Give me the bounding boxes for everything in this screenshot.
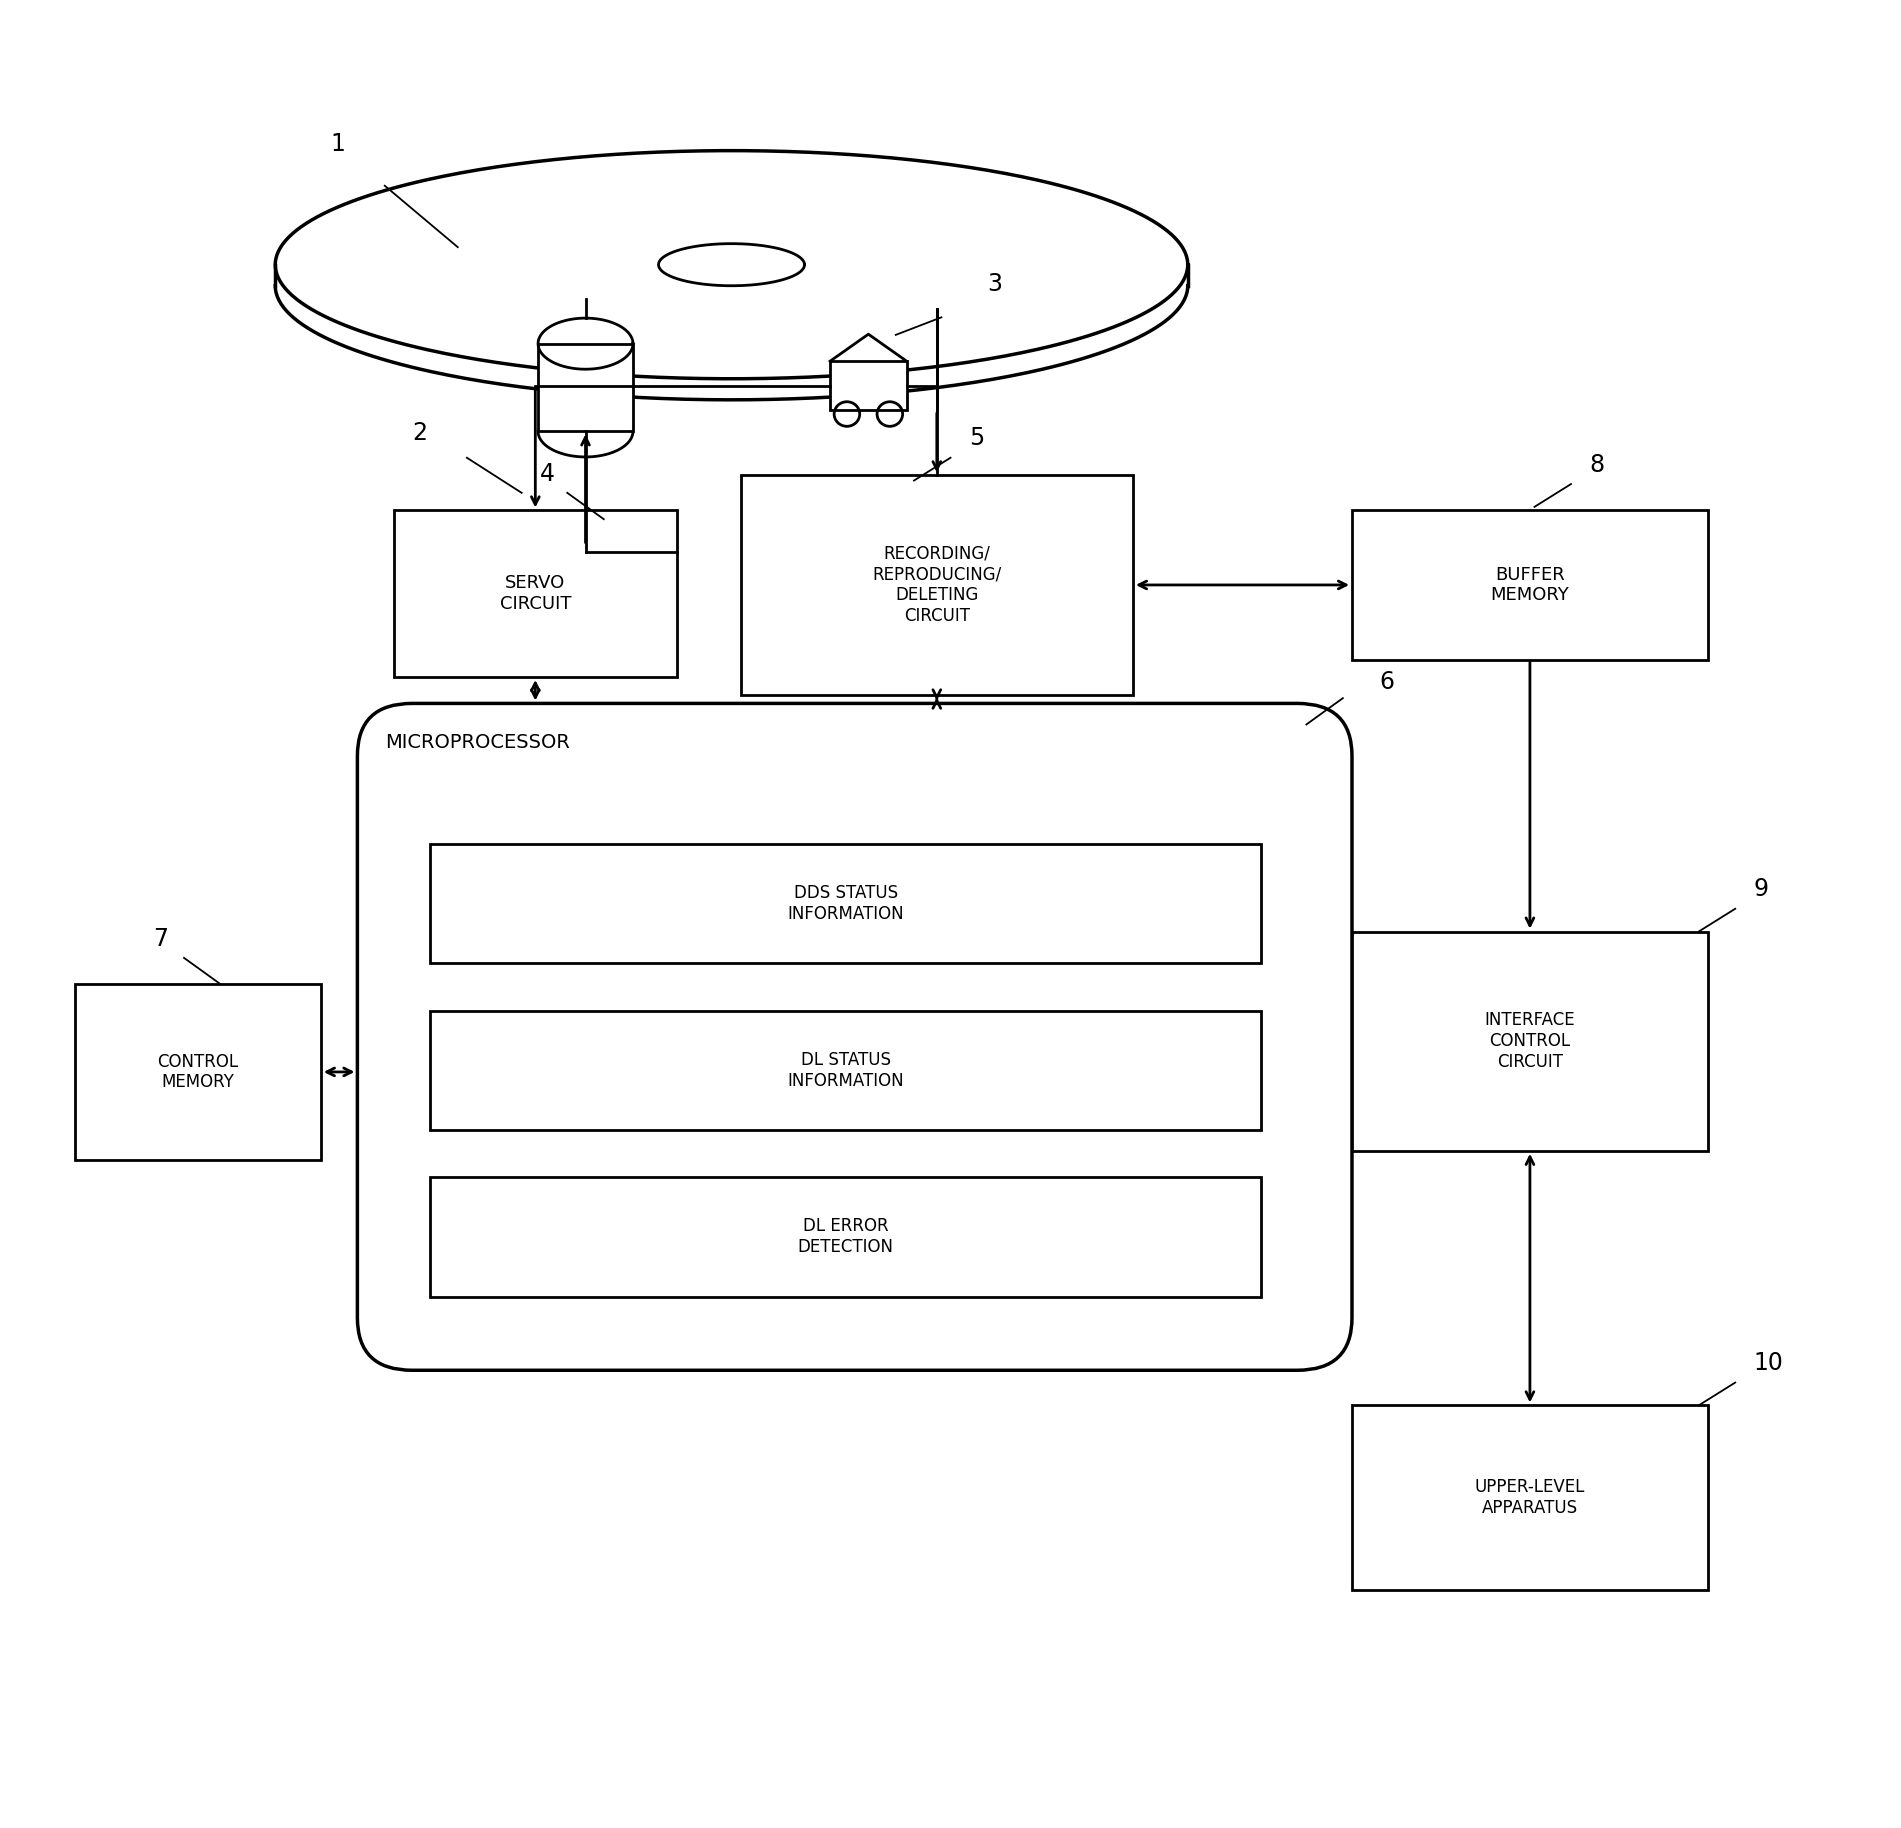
Bar [74, 983, 321, 1159]
Bar [394, 510, 677, 676]
Bar [831, 362, 907, 409]
Text: DDS STATUS
INFORMATION: DDS STATUS INFORMATION [787, 885, 903, 923]
Bar [741, 475, 1133, 695]
Text: 1: 1 [331, 132, 344, 155]
Text: 5: 5 [970, 426, 985, 450]
Text: MICROPROCESSOR: MICROPROCESSOR [384, 733, 570, 751]
Text: DL STATUS
INFORMATION: DL STATUS INFORMATION [787, 1051, 903, 1089]
Text: 8: 8 [1589, 453, 1604, 477]
Text: SERVO
CIRCUIT: SERVO CIRCUIT [500, 574, 570, 612]
FancyBboxPatch shape [357, 704, 1352, 1371]
Text: 7: 7 [152, 927, 167, 951]
Text: DL ERROR
DETECTION: DL ERROR DETECTION [798, 1217, 893, 1256]
Text: INTERFACE
CONTROL
CIRCUIT: INTERFACE CONTROL CIRCUIT [1485, 1011, 1576, 1071]
Text: 3: 3 [987, 272, 1002, 296]
Text: 9: 9 [1753, 877, 1768, 901]
Text: 10: 10 [1753, 1351, 1783, 1375]
Polygon shape [276, 150, 1188, 378]
Text: RECORDING/
REPRODUCING/
DELETING
CIRCUIT: RECORDING/ REPRODUCING/ DELETING CIRCUIT [873, 545, 1002, 625]
Bar [430, 1011, 1260, 1130]
Text: UPPER-LEVEL
APPARATUS: UPPER-LEVEL APPARATUS [1475, 1479, 1585, 1517]
Bar [430, 845, 1260, 963]
Text: 6: 6 [1380, 671, 1393, 695]
Bar [1352, 932, 1707, 1152]
Text: BUFFER
MEMORY: BUFFER MEMORY [1490, 565, 1570, 605]
Text: CONTROL
MEMORY: CONTROL MEMORY [158, 1053, 238, 1091]
Bar [1352, 1406, 1707, 1590]
Bar [538, 344, 633, 431]
Text: 4: 4 [540, 461, 555, 486]
Bar [430, 1177, 1260, 1296]
Text: 2: 2 [413, 420, 428, 446]
Bar [1352, 510, 1707, 660]
